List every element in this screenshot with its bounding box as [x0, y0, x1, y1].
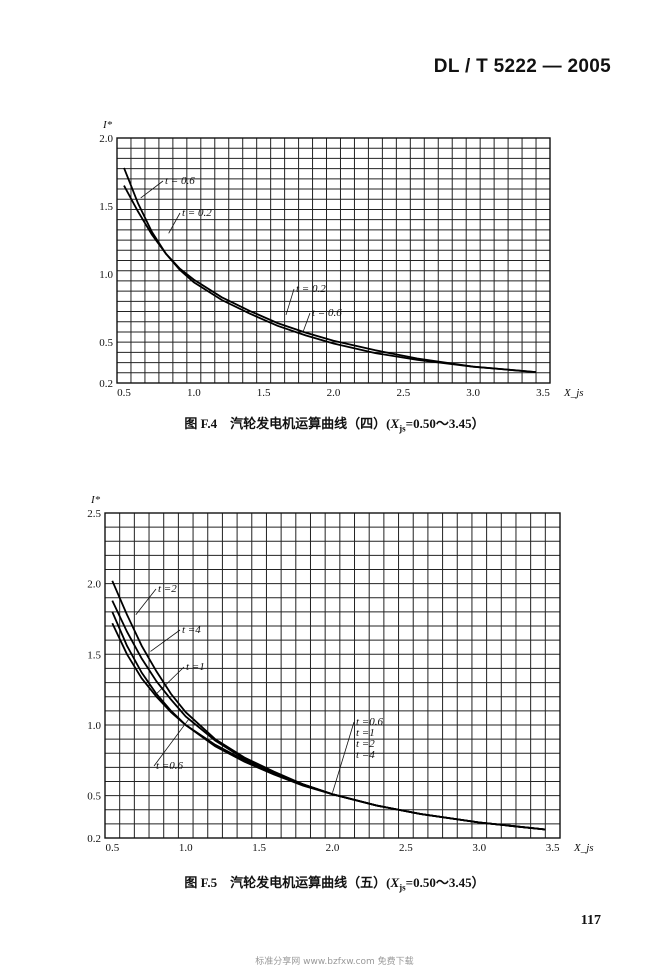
curve-label: t =2 [158, 583, 177, 595]
y-axis-label: I* [102, 119, 113, 131]
y-tick-label: 0.2 [99, 378, 113, 390]
x-tick-label: 2.5 [396, 387, 410, 399]
curve-series [111, 611, 546, 831]
figure-f4-chart: 2.0 1.5 1.0 0.5 0.2 0.5 1.0 1.5 2.0 2.5 3.0 3.5 I* X_… [99, 119, 584, 399]
curve-label: t =4 [356, 749, 375, 761]
caption-text-end: =0.50～3.45） [405, 416, 485, 431]
x-tick-label: 0.5 [105, 842, 119, 854]
y-tick-label: 0.5 [99, 337, 113, 349]
curve-label: t =2 [356, 738, 375, 750]
curve-label-leader [285, 288, 295, 316]
page-number: 117 [580, 913, 601, 928]
curve-label-leader [168, 212, 181, 234]
x-tick-label: 1.5 [252, 842, 266, 854]
curve-series [123, 185, 537, 373]
plot-frame [104, 512, 561, 839]
y-tick-label: 2.5 [87, 508, 101, 520]
curve-label: t =0.6 [156, 760, 183, 772]
curve-label: t = 0.6 [165, 175, 195, 187]
figure-f5-chart: 2.5 2.0 1.5 1.0 0.5 0.2 0.5 1.0 1.5 2.0 2.5 3.0 3.5 I… [87, 494, 594, 854]
y-tick-label: 2.0 [87, 579, 101, 591]
curve-series [123, 167, 537, 373]
caption-var-sub: js [399, 882, 406, 893]
curve-label-leader [156, 666, 185, 695]
figure-f5-caption: 图 F.5 汽轮发电机运算曲线（五）(Xjs=0.50～3.45） [0, 872, 669, 893]
x-tick-label: 3.0 [472, 842, 486, 854]
curve-label: t = 0.2 [182, 207, 212, 219]
curve-label: t =1 [356, 727, 375, 739]
x-tick-label: 1.5 [257, 387, 271, 399]
x-tick-label: 2.5 [399, 842, 413, 854]
x-tick-label: 2.0 [326, 842, 340, 854]
y-tick-label: 2.0 [99, 133, 113, 145]
y-tick-label: 0.5 [87, 791, 101, 803]
plot-frame [116, 137, 551, 384]
x-tick-label: 2.0 [327, 387, 341, 399]
x-axis-label: X_js [563, 387, 584, 399]
curve-label: t = 0.2 [296, 283, 326, 295]
x-tick-label: 0.5 [117, 387, 131, 399]
document-header: DL / T 5222 — 2005 [433, 56, 611, 77]
curve-series [111, 580, 546, 831]
curve-label: t =1 [186, 661, 205, 673]
curve-label: t =0.6 [356, 716, 383, 728]
caption-text-end: =0.50～3.45） [405, 875, 485, 890]
figure-f4-caption: 图 F.4 汽轮发电机运算曲线（四）(Xjs=0.50～3.45） [0, 413, 669, 434]
y-tick-label: 1.0 [99, 269, 113, 281]
caption-text: 图 F.4 汽轮发电机运算曲线（四）( [184, 416, 391, 431]
y-tick-label: 1.5 [99, 201, 113, 213]
footer-watermark: 标准分享网 www.bzfxw.com 免费下载 [255, 957, 414, 967]
x-tick-label: 3.5 [536, 387, 550, 399]
caption-text: 图 F.5 汽轮发电机运算曲线（五）( [184, 875, 391, 890]
curve-label-leader [140, 180, 164, 199]
curve-label-leader [135, 588, 157, 615]
y-tick-label: 1.0 [87, 720, 101, 732]
curve-label-leader [302, 312, 311, 333]
caption-var: X [390, 416, 400, 431]
curve-label: t =4 [182, 624, 201, 636]
y-tick-label: 0.2 [87, 833, 101, 845]
x-tick-label: 1.0 [187, 387, 201, 399]
curve-label-leader [150, 629, 181, 652]
caption-var-sub: js [399, 423, 406, 434]
curve-label-leader [153, 719, 189, 767]
curve-label-leader [332, 721, 355, 793]
caption-var: X [390, 875, 400, 890]
curve-label: t = 0.6 [312, 307, 342, 319]
x-tick-label: 1.0 [179, 842, 193, 854]
x-tick-label: 3.0 [466, 387, 480, 399]
x-axis-label: X_js [573, 842, 594, 854]
y-axis-label: I* [90, 494, 101, 506]
y-tick-label: 1.5 [87, 649, 101, 661]
x-tick-label: 3.5 [546, 842, 560, 854]
